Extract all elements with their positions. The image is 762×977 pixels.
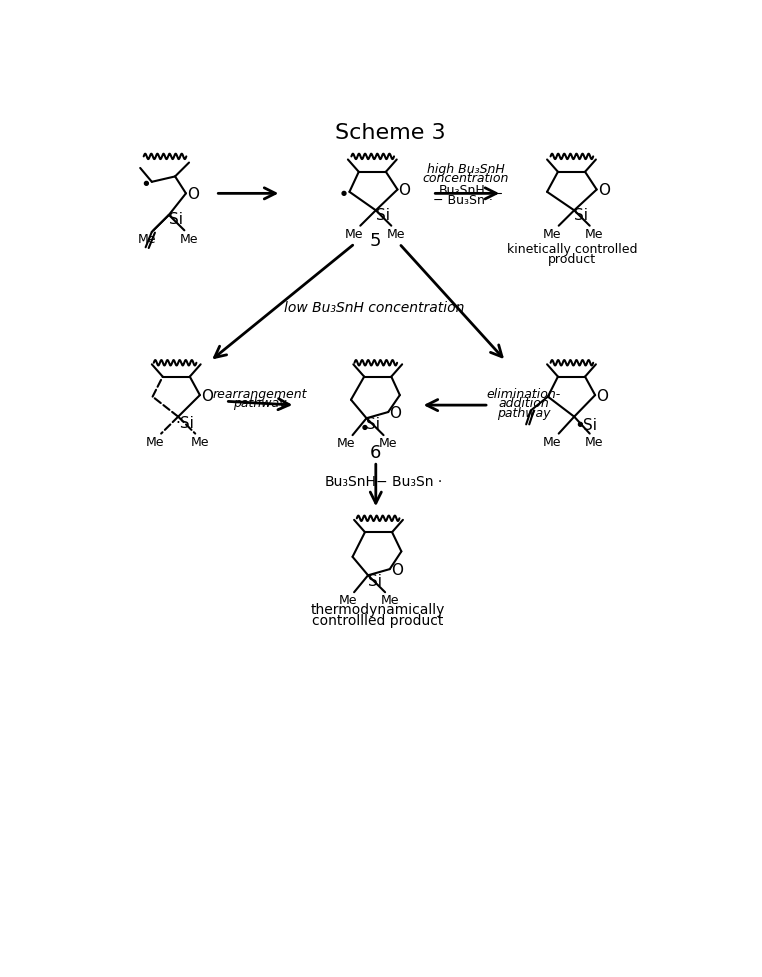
Text: O: O [201, 388, 213, 404]
Text: pathway: pathway [233, 397, 287, 410]
Text: Me: Me [190, 436, 209, 448]
Text: high Bu₃SnH: high Bu₃SnH [427, 163, 504, 176]
Text: Me: Me [380, 594, 399, 607]
Text: concentration: concentration [422, 172, 509, 186]
Text: Me: Me [180, 233, 198, 245]
Text: Bu₃SnH: Bu₃SnH [439, 184, 486, 196]
Text: O: O [596, 388, 608, 404]
Circle shape [578, 423, 582, 427]
Text: Me: Me [379, 437, 398, 449]
Text: kinetically controlled: kinetically controlled [507, 243, 637, 256]
Text: O: O [187, 187, 199, 201]
Text: O: O [391, 562, 403, 577]
Text: rearrangement: rearrangement [213, 388, 307, 401]
Text: Me: Me [338, 594, 357, 607]
Text: Si: Si [376, 207, 390, 223]
Text: Si: Si [368, 573, 382, 588]
Text: Me: Me [386, 228, 405, 240]
Text: thermodynamically: thermodynamically [311, 603, 445, 616]
Text: Bu₃SnH: Bu₃SnH [325, 475, 377, 488]
Text: Me: Me [146, 436, 164, 448]
Text: low Bu₃SnH concentration: low Bu₃SnH concentration [284, 301, 464, 315]
Text: Me: Me [337, 437, 356, 449]
Text: Me: Me [585, 436, 604, 448]
Text: product: product [548, 253, 596, 266]
Text: pathway: pathway [497, 406, 551, 419]
Text: Me: Me [345, 228, 363, 240]
Circle shape [145, 183, 149, 186]
Text: addition: addition [498, 397, 549, 410]
Text: elimination-: elimination- [487, 388, 561, 401]
Text: Si: Si [367, 416, 380, 432]
Text: Me: Me [585, 228, 604, 240]
Circle shape [363, 426, 367, 430]
Text: Me: Me [543, 436, 562, 448]
Text: O: O [399, 183, 411, 197]
Text: Si: Si [583, 417, 597, 433]
Circle shape [342, 192, 346, 196]
Text: Si: Si [575, 207, 588, 223]
Text: Scheme 3: Scheme 3 [335, 123, 446, 143]
Text: Si: Si [169, 212, 183, 227]
Text: O: O [597, 183, 610, 197]
Text: − Bu₃Sn ·: − Bu₃Sn · [433, 193, 492, 207]
Text: 5: 5 [370, 232, 382, 249]
Text: Me: Me [138, 233, 156, 245]
Text: Me: Me [543, 228, 562, 240]
Text: O: O [389, 405, 401, 420]
Text: − Bu₃Sn ·: − Bu₃Sn · [376, 475, 442, 488]
Text: 6: 6 [370, 444, 382, 461]
Text: ·Si: ·Si [176, 415, 194, 430]
Text: controllled product: controllled product [312, 614, 443, 627]
